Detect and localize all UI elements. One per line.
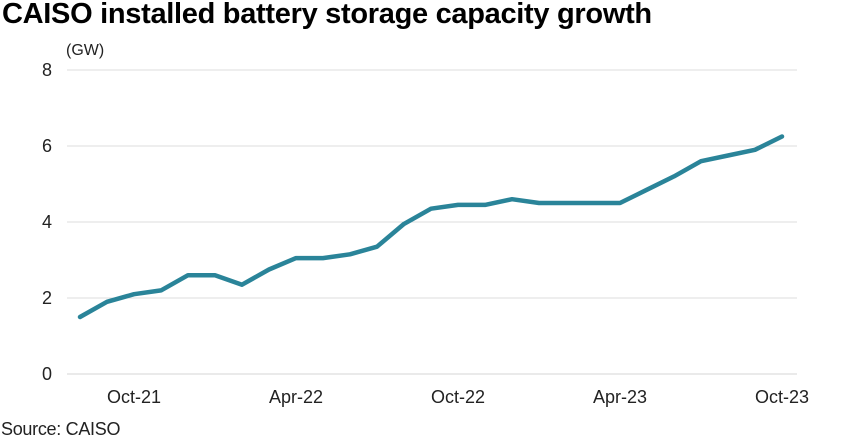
chart-title: CAISO installed battery storage capacity… — [2, 0, 652, 30]
x-tick-label: Apr-23 — [593, 387, 647, 407]
gridlines — [67, 69, 797, 375]
x-tick-label: Oct-21 — [107, 387, 161, 407]
series-lines — [77, 134, 785, 320]
y-tick-label: 8 — [42, 60, 52, 80]
x-tick-label: Oct-22 — [431, 387, 485, 407]
y-axis-unit-label: (GW) — [66, 42, 105, 59]
series-line — [77, 134, 785, 320]
x-tick-label: Oct-23 — [755, 387, 809, 407]
y-tick-label: 0 — [42, 364, 52, 384]
source-note: Source: CAISO — [1, 419, 121, 439]
y-axis-ticks: 0 2 4 6 8 — [42, 60, 52, 384]
x-tick-label: Apr-22 — [269, 387, 323, 407]
x-axis-ticks: Oct-21 Apr-22 Oct-22 Apr-23 Oct-23 — [107, 387, 809, 407]
y-tick-label: 2 — [42, 288, 52, 308]
y-tick-label: 6 — [42, 136, 52, 156]
y-tick-label: 4 — [42, 212, 52, 232]
